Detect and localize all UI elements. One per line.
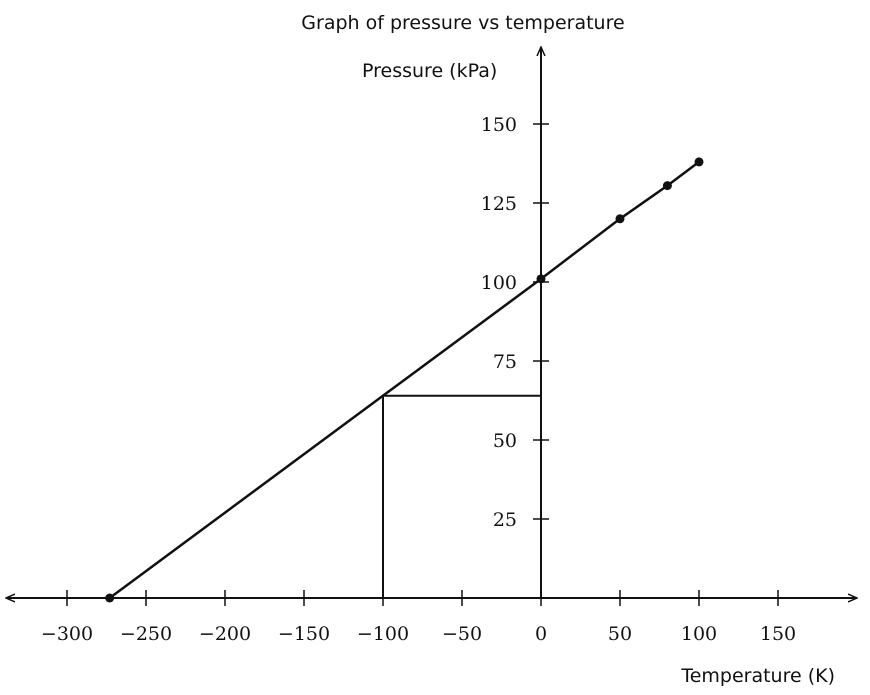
y-tick-label: 75 <box>493 351 517 373</box>
y-tick-label: 125 <box>481 193 517 215</box>
x-tick-label: 100 <box>681 623 717 645</box>
x-tick-label: −100 <box>357 623 409 645</box>
data-point <box>105 593 115 603</box>
x-tick-label: −200 <box>199 623 251 645</box>
x-axis-label: Temperature (K) <box>680 665 835 687</box>
y-tick-label: 50 <box>493 430 517 452</box>
series-line-pressure <box>108 160 700 600</box>
x-tick-label: −250 <box>120 623 172 645</box>
data-point <box>662 181 672 191</box>
x-tick-label: 50 <box>608 623 632 645</box>
chart-title: Graph of pressure vs temperature <box>301 12 624 34</box>
y-tick-label: 100 <box>481 272 517 294</box>
data-point <box>615 214 625 224</box>
y-axis-label: Pressure (kPa) <box>362 60 497 82</box>
x-tick-label: −300 <box>41 623 93 645</box>
y-tick-label: 150 <box>481 114 517 136</box>
y-tick-label: 25 <box>493 509 517 531</box>
x-tick-label: −50 <box>442 623 482 645</box>
data-point <box>694 157 704 167</box>
data-point <box>536 274 546 284</box>
x-tick-label: −150 <box>278 623 330 645</box>
x-tick-label: 150 <box>760 623 796 645</box>
x-tick-label: 0 <box>535 623 547 645</box>
